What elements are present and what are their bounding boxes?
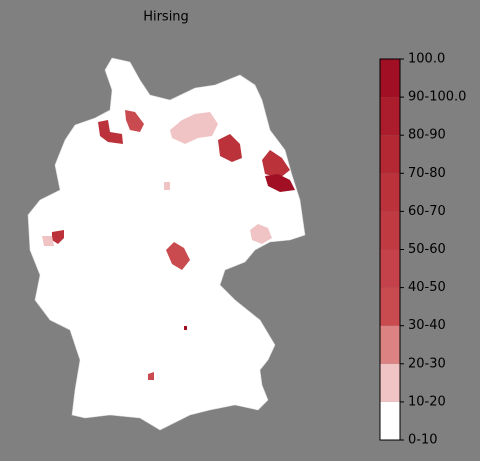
colorbar-segment [380,135,400,174]
colorbar-label: 100.0 [408,52,445,67]
colorbar-label: 30-40 [408,318,446,333]
colorbar-label: 0-10 [408,433,438,448]
region [184,326,187,330]
colorbar-segment [380,59,400,98]
colorbar-segment [380,401,400,440]
region [164,182,170,190]
map-title: Hirsing [143,10,189,25]
region [98,120,123,144]
colorbar-segment [380,211,400,250]
region [170,112,218,144]
region [52,230,64,244]
region [166,242,190,270]
colorbar-label: 90-100.0 [408,90,466,105]
colorbar-segment [380,97,400,136]
colorbar-label: 20-30 [408,356,446,371]
colorbar-segment [380,287,400,326]
region [42,236,54,246]
region [125,110,144,132]
colorbar-segment [380,363,400,402]
colorbar-label: 40-50 [408,280,446,295]
region [218,134,242,162]
region [250,224,272,244]
region [265,174,295,192]
colorbar-segment [380,325,400,364]
colorbar-segment [380,249,400,288]
colorbar: 0-10 10-20 20-30 30-40 40-50 50-60 60-70 70-80 8… [379,52,466,448]
colorbar-label: 60-70 [408,204,446,219]
region [262,150,290,178]
regions [42,110,295,380]
colorbar-label: 70-80 [408,166,446,181]
colorbar-label: 80-90 [408,128,446,143]
colorbar-label: 10-20 [408,394,446,409]
colorbar-label: 50-60 [408,242,446,257]
region [148,372,154,380]
colorbar-segment [380,173,400,212]
